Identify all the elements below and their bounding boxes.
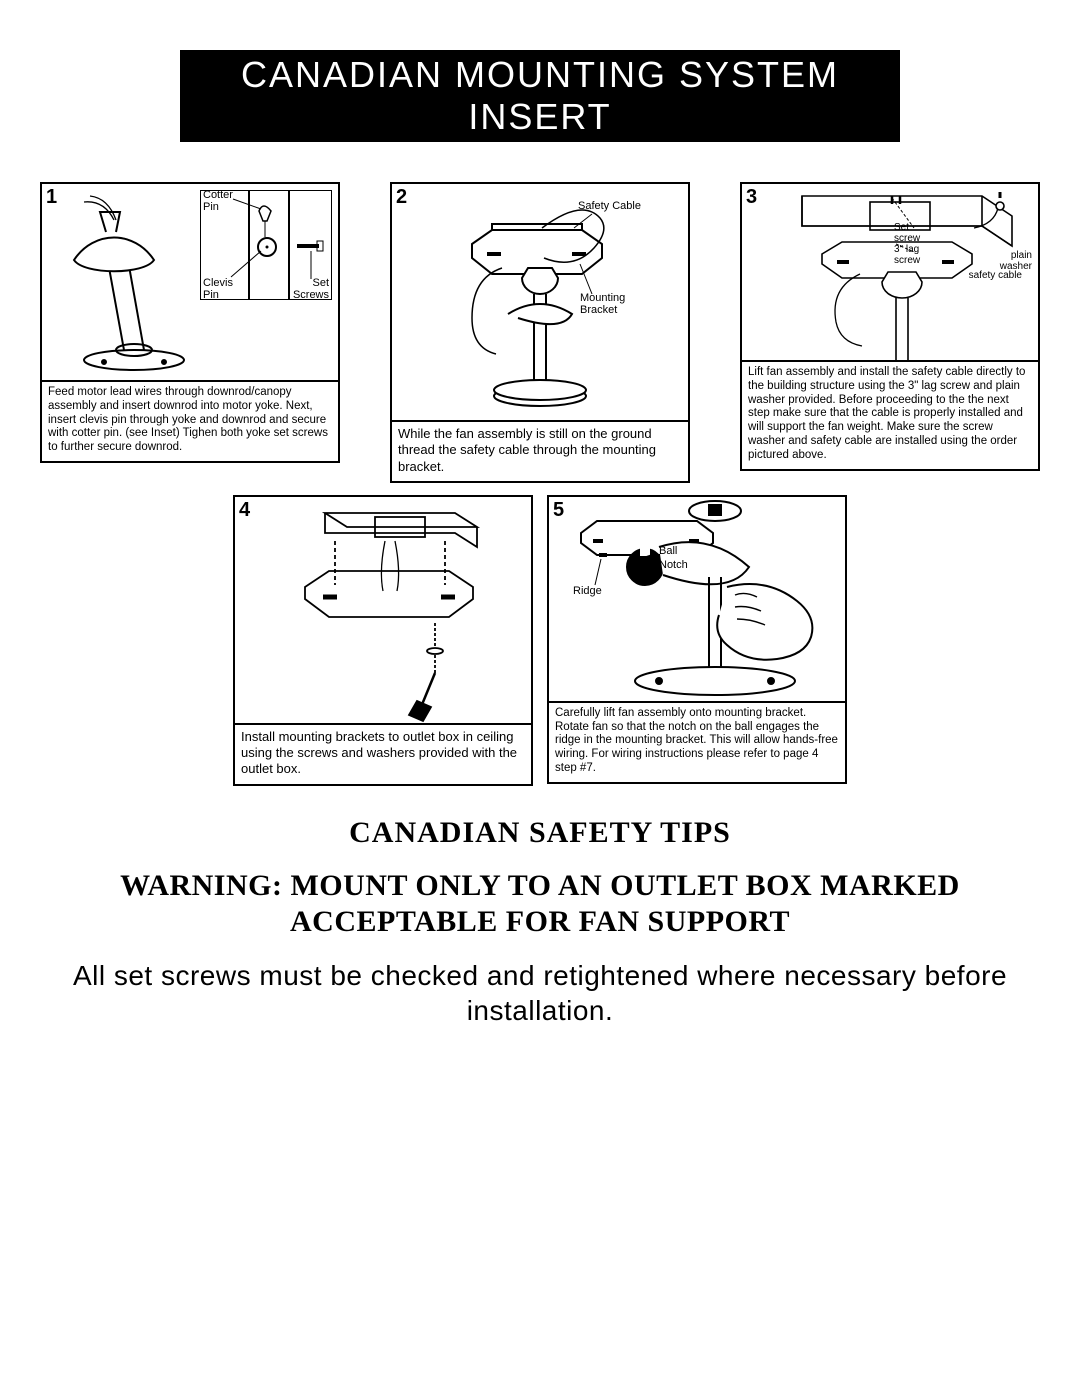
- label-cotter-pin: Cotter Pin: [203, 189, 233, 213]
- figure-5-sketch-icon: [549, 497, 845, 701]
- label-safety-cable: Safety Cable: [578, 200, 641, 212]
- label-notch: Notch: [659, 559, 688, 571]
- main-title: CANADIAN MOUNTING SYSTEM INSERT: [180, 50, 900, 142]
- label-plain-washer: plain washer: [1000, 250, 1032, 272]
- figure-4: 4: [233, 495, 533, 786]
- safety-note: All set screws must be checked and retig…: [40, 958, 1040, 1028]
- label-ball: Ball: [659, 545, 677, 557]
- figure-1: 1: [40, 182, 340, 483]
- label-set-screw: Set screw: [894, 222, 920, 244]
- figure-1-caption: Feed motor lead wires through downrod/ca…: [40, 382, 340, 463]
- figure-5: 5: [547, 495, 847, 786]
- label-safety-cable-3: safety cable: [969, 270, 1022, 281]
- figure-3-caption: Lift fan assembly and install the safety…: [740, 362, 1040, 471]
- label-clevis-pin: Clevis Pin: [203, 277, 233, 301]
- label-ridge: Ridge: [573, 585, 602, 597]
- figure-3-image: 3: [740, 182, 1040, 362]
- figure-4-sketch-icon: [235, 497, 531, 723]
- figure-5-caption: Carefully lift fan assembly onto mountin…: [547, 703, 847, 784]
- figure-4-image: 4: [233, 495, 533, 725]
- figure-1-image: 1: [40, 182, 340, 382]
- safety-warning: WARNING: MOUNT ONLY TO AN OUTLET BOX MAR…: [40, 868, 1040, 940]
- figure-4-caption: Install mounting brackets to outlet box …: [233, 725, 533, 786]
- figure-row-2: 4: [40, 495, 1040, 786]
- figure-2-image: 2: [390, 182, 690, 422]
- figure-2: 2: [390, 182, 690, 483]
- figure-2-caption: While the fan assembly is still on the g…: [390, 422, 690, 483]
- figure-5-image: 5: [547, 495, 847, 703]
- page: CANADIAN MOUNTING SYSTEM INSERT 1: [0, 0, 1080, 1397]
- figure-1-sketch-icon: [44, 190, 204, 380]
- safety-section: CANADIAN SAFETY TIPS WARNING: MOUNT ONLY…: [40, 816, 1040, 1028]
- figure-2-sketch-icon: [392, 184, 688, 420]
- figure-1-inset: Cotter Pin Clevis Pin Set Screws: [200, 190, 332, 300]
- label-set-screws: Set Screws: [293, 277, 329, 301]
- figure-row-1: 1: [40, 182, 1040, 483]
- label-lag-screw: 3" lag screw: [894, 244, 920, 266]
- label-mounting-bracket: Mounting Bracket: [580, 292, 625, 316]
- safety-heading: CANADIAN SAFETY TIPS: [40, 816, 1040, 850]
- figure-3: 3: [740, 182, 1040, 483]
